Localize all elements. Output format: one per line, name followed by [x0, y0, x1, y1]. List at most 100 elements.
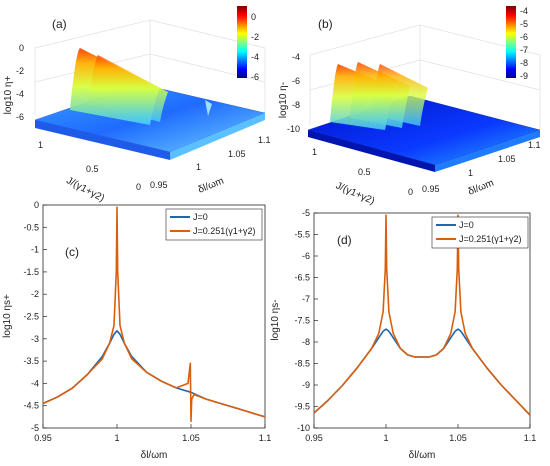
colorbar-tick: -9	[520, 71, 528, 81]
colorbar-tick: -4	[520, 6, 528, 16]
x-tick-label: 1.05	[182, 433, 200, 443]
y-tick-label: -6	[302, 251, 310, 261]
z-tick: -10	[287, 124, 300, 134]
panel-d-xlabel: δl/ωm	[409, 450, 436, 461]
panel-c-xlabel: δl/ωm	[141, 450, 168, 461]
series-line-j0	[42, 329, 266, 418]
panel-b-yticks: 0 0.5 1	[312, 147, 413, 197]
y-tick-label: -5.5	[294, 230, 310, 240]
panel-b-colorbar	[506, 6, 516, 78]
legend-entry: J=0	[193, 212, 208, 222]
panel-b-surface-front	[308, 130, 435, 172]
panel-c-label: (c)	[65, 245, 79, 259]
z-tick: -4	[16, 89, 24, 99]
x-tick-label: 1	[114, 433, 119, 443]
colorbar-tick: -5	[520, 19, 528, 29]
x-tick: 0.95	[422, 184, 440, 194]
panel-a-surface-front	[35, 120, 170, 160]
panel-b: (b) -10 -8 -6 -4 log10 η- 0 0.5 1 J/(γ1+…	[278, 6, 541, 207]
colorbar-tick: -7	[520, 45, 528, 55]
y-tick: 0	[136, 182, 141, 192]
series-line-j0251	[42, 206, 266, 423]
y-tick-label: -5	[31, 423, 39, 433]
series-line-j0	[313, 328, 531, 416]
x-tick: 1	[468, 168, 473, 178]
colorbar-tick: -8	[520, 58, 528, 68]
panel-b-surface-side	[435, 130, 540, 172]
y-tick: 0	[408, 187, 413, 197]
y-tick-label: -1.5	[23, 267, 39, 277]
panel-a-xlabel: δl/ωm	[197, 176, 226, 196]
z-tick: -2	[16, 66, 24, 76]
x-tick: 0.95	[150, 180, 168, 190]
series-line-j0251	[313, 214, 531, 416]
panel-a-ridge-1b	[88, 55, 168, 122]
x-tick-label: 1.1	[259, 433, 272, 443]
panel-a-zlabel: log10 η+	[3, 76, 14, 115]
legend-entry: J=0	[459, 220, 474, 230]
panel-a-zticks: -6 -4 -2 0	[16, 43, 24, 122]
y-tick-label: -1	[31, 245, 39, 255]
y-tick-label: -10	[297, 423, 310, 433]
panel-d-legend: J=0 J=0.251(γ1+γ2)	[431, 216, 529, 249]
x-tick-label: 0.95	[305, 433, 323, 443]
y-tick-label: -8	[302, 337, 310, 347]
panel-b-ridge-3	[372, 64, 428, 126]
panel-a-yticks: 0 0.5 1	[38, 140, 141, 192]
panel-b-label: (b)	[318, 17, 333, 31]
panel-b-colorbar-ticks: -4 -5 -6 -7 -8 -9	[520, 6, 528, 81]
panel-a-colorbar	[237, 6, 247, 78]
panel-c-xticks: 0.95 1 1.05 1.1	[34, 424, 271, 443]
y-tick-label: -8.5	[294, 359, 310, 369]
y-tick-label: 0	[34, 200, 39, 210]
legend-entry: J=0.251(γ1+γ2)	[193, 226, 256, 236]
panel-c: (c) 0 -0.5 -1 -1.5 -2 -2.5 -3 -3.5 -4 -4.5 -5 0.95…	[2, 200, 271, 461]
panel-a: (a) -6 -4 -2 0 log10 η+ 0 0.5 1 J/(γ1	[3, 6, 271, 204]
y-tick-label: -9	[302, 380, 310, 390]
x-tick: 1	[196, 162, 201, 172]
colorbar-tick: -6	[251, 72, 259, 82]
x-tick-label: 1	[383, 433, 388, 443]
panel-b-zticks: -10 -8 -6 -4	[287, 52, 300, 134]
y-tick-label: -4	[31, 378, 39, 388]
panel-a-xticks: 0.95 1 1.05 1.1	[150, 135, 271, 190]
y-tick-label: -0.5	[23, 222, 39, 232]
x-tick: 1.1	[258, 135, 271, 145]
z-tick: -6	[16, 112, 24, 122]
y-tick-label: -7.5	[294, 316, 310, 326]
y-tick: 0.5	[358, 167, 371, 177]
y-tick: 0.5	[86, 164, 99, 174]
z-tick: -6	[292, 76, 300, 86]
panel-d-yticks: -5 -5.5 -6 -6.5 -7 -7.5 -8 -8.5 -9 -9.5 -10	[294, 208, 318, 433]
x-tick-label: 1.1	[524, 433, 537, 443]
panel-d-label: (d)	[337, 233, 352, 247]
y-tick-label: -4.5	[23, 401, 39, 411]
x-tick: 1.1	[528, 140, 541, 150]
y-tick-label: -9.5	[294, 402, 310, 412]
y-tick-label: -6.5	[294, 273, 310, 283]
y-tick-label: -5	[302, 208, 310, 218]
panel-a-notch	[205, 100, 212, 116]
x-tick-label: 1.05	[449, 433, 467, 443]
panel-d-xticks: 0.95 1 1.05 1.1	[305, 424, 536, 443]
y-tick-label: -2	[31, 289, 39, 299]
colorbar-tick: -4	[251, 52, 259, 62]
x-tick-label: 0.95	[34, 433, 52, 443]
panel-b-xlabel: δl/ωm	[467, 178, 496, 198]
x-tick: 1.05	[498, 154, 516, 164]
y-tick: 1	[38, 140, 43, 150]
panel-c-legend: J=0 J=0.251(γ1+γ2)	[165, 208, 263, 241]
panel-a-colorbar-ticks: 0 -2 -4 -6	[251, 12, 259, 82]
panel-c-yticks: 0 -0.5 -1 -1.5 -2 -2.5 -3 -3.5 -4 -4.5 -5	[23, 200, 47, 433]
panel-c-ylabel: log10 ηs+	[2, 294, 13, 338]
panel-d: (d) -5 -5.5 -6 -6.5 -7 -7.5 -8 -8.5 -9 -9.5 -10 0.…	[270, 208, 536, 461]
y-tick-label: -7	[302, 294, 310, 304]
panel-b-xticks: 0.95 1 1.05 1.1	[422, 140, 541, 194]
z-tick: 0	[19, 43, 24, 53]
panel-a-ylabel: J/(γ1+γ2)	[64, 175, 106, 204]
x-tick: 1.05	[228, 149, 246, 159]
z-tick: -8	[292, 100, 300, 110]
y-tick-label: -3	[31, 334, 39, 344]
panel-b-ylabel: J/(γ1+γ2)	[334, 180, 376, 207]
panel-b-zlabel: log10 η-	[278, 82, 289, 118]
